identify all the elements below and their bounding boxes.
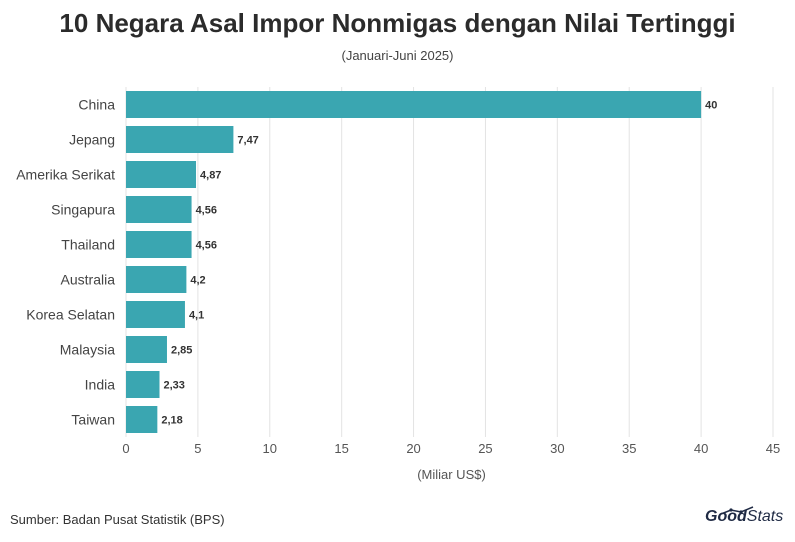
bar-australia (126, 266, 187, 293)
value-label: 40 (705, 100, 717, 112)
value-label: 2,18 (161, 415, 182, 427)
bar-singapura (126, 196, 192, 223)
category-label: Thailand (61, 237, 115, 253)
goodstats-logo: GoodStats (705, 508, 783, 526)
logo-trend-icon (720, 506, 754, 515)
bar-jepang (126, 126, 234, 153)
category-label: Jepang (69, 132, 115, 148)
logo-good-text: Good (705, 508, 747, 525)
source-note: Sumber: Badan Pusat Statistik (BPS) (10, 512, 225, 527)
x-tick-label-15: 15 (334, 441, 348, 456)
value-label: 2,85 (171, 345, 192, 357)
x-tick-label-40: 40 (694, 441, 708, 456)
category-label: China (78, 97, 115, 113)
bar-amerika-serikat (126, 161, 197, 188)
x-tick-label-25: 25 (478, 441, 492, 456)
value-label: 2,33 (164, 380, 185, 392)
value-label: 4,87 (200, 170, 221, 182)
value-label: 4,1 (189, 310, 204, 322)
logo-stats-text: Stats (746, 508, 784, 525)
category-label: Australia (61, 272, 116, 288)
x-tick-label-0: 0 (122, 441, 129, 456)
bar-thailand (126, 231, 192, 258)
category-label: Malaysia (60, 342, 115, 358)
bar-malaysia (126, 336, 167, 363)
category-label: Singapura (51, 202, 115, 218)
x-tick-label-35: 35 (622, 441, 636, 456)
bar-korea-selatan (126, 301, 185, 328)
value-label: 4,56 (196, 205, 217, 217)
category-label: Amerika Serikat (16, 167, 115, 183)
bar-india (126, 371, 160, 398)
x-tick-label-30: 30 (550, 441, 564, 456)
x-tick-label-10: 10 (263, 441, 277, 456)
category-label: Korea Selatan (26, 307, 115, 323)
category-label: India (85, 377, 116, 393)
bar-chart: 0 5 10 15 20 25 30 35 40 45 China 40 Jepang 7,47 Ameri… (16, 87, 780, 482)
x-tick-label-20: 20 (406, 441, 420, 456)
value-label: 7,47 (237, 135, 258, 147)
chart-subtitle: (Januari-Juni 2025) (341, 48, 454, 63)
x-tick-label-45: 45 (766, 441, 780, 456)
value-label: 4,2 (190, 275, 205, 287)
bar-taiwan (126, 406, 158, 433)
category-label: Taiwan (71, 412, 115, 428)
chart-title: 10 Negara Asal Impor Nonmigas dengan Nil… (59, 8, 736, 38)
value-label: 4,56 (196, 240, 217, 252)
x-axis-title: (Miliar US$) (417, 467, 486, 482)
bar-china (126, 91, 702, 118)
x-tick-label-5: 5 (194, 441, 201, 456)
